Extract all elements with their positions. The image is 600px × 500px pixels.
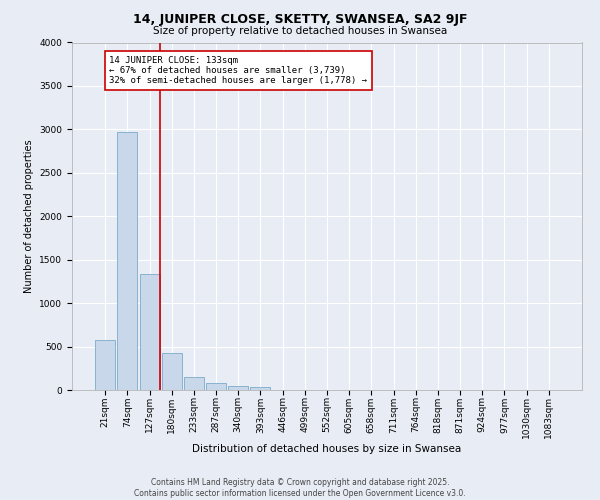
Text: Contains HM Land Registry data © Crown copyright and database right 2025.
Contai: Contains HM Land Registry data © Crown c… <box>134 478 466 498</box>
Bar <box>162 352 182 390</box>
Bar <box>184 376 204 390</box>
Bar <box>140 274 160 390</box>
X-axis label: Distribution of detached houses by size in Swansea: Distribution of detached houses by size … <box>193 444 461 454</box>
Y-axis label: Number of detached properties: Number of detached properties <box>24 140 34 293</box>
Bar <box>250 387 271 390</box>
Bar <box>206 383 226 390</box>
Bar <box>118 132 137 390</box>
Text: 14 JUNIPER CLOSE: 133sqm
← 67% of detached houses are smaller (3,739)
32% of sem: 14 JUNIPER CLOSE: 133sqm ← 67% of detach… <box>109 56 367 86</box>
Bar <box>95 340 115 390</box>
Text: 14, JUNIPER CLOSE, SKETTY, SWANSEA, SA2 9JF: 14, JUNIPER CLOSE, SKETTY, SWANSEA, SA2 … <box>133 12 467 26</box>
Bar <box>228 386 248 390</box>
Text: Size of property relative to detached houses in Swansea: Size of property relative to detached ho… <box>153 26 447 36</box>
